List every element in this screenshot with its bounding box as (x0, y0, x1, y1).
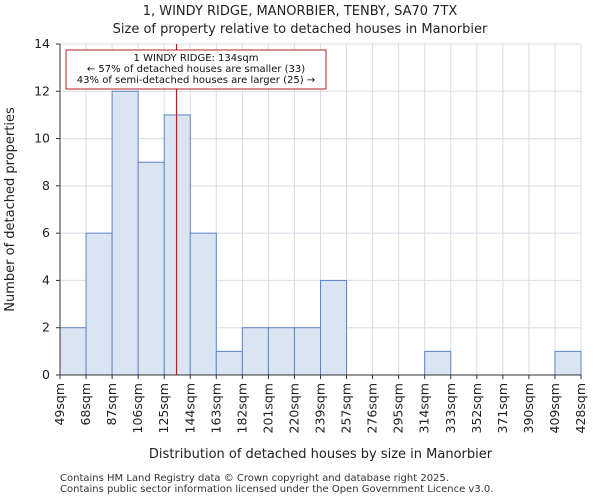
footer-copyright: Contains HM Land Registry data © Crown c… (60, 473, 449, 484)
x-tick-label: 220sqm (286, 383, 301, 433)
x-tick-label: 182sqm (234, 383, 249, 433)
y-tick-label: 2 (42, 320, 50, 335)
x-tick-label: 409sqm (547, 383, 562, 433)
x-tick-label: 106sqm (130, 383, 145, 433)
x-tick-label: 49sqm (52, 383, 67, 426)
histogram-bar (59, 327, 87, 376)
annotation-line1: 1 WINDY RIDGE: 134sqm (134, 53, 259, 64)
x-tick-label: 163sqm (208, 383, 223, 433)
chart-title-line1: 1, WINDY RIDGE, MANORBIER, TENBY, SA70 7… (142, 4, 458, 19)
annotation-box (65, 49, 327, 90)
y-tick-label: 4 (42, 272, 50, 287)
x-tick-label: 144sqm (182, 383, 197, 433)
histogram-bar (137, 161, 165, 376)
x-tick-label: 239sqm (313, 383, 328, 433)
histogram-bar (293, 327, 322, 376)
x-tick-label: 125sqm (156, 383, 171, 433)
x-tick-label: 352sqm (469, 383, 484, 433)
x-tick-label: 314sqm (417, 383, 432, 433)
footer-licence: Contains public sector information licen… (60, 484, 494, 495)
histogram-bar (85, 232, 113, 376)
x-tick-label: 257sqm (339, 383, 354, 433)
annotation-line2: ← 57% of detached houses are smaller (33… (87, 64, 305, 75)
histogram-bar (163, 114, 191, 376)
x-tick-label: 428sqm (573, 383, 588, 433)
x-tick-label: 371sqm (495, 383, 510, 433)
x-tick-label: 333sqm (443, 383, 458, 433)
x-axis-label: Distribution of detached houses by size … (149, 447, 493, 462)
histogram-bar (424, 350, 452, 376)
y-tick-label: 12 (34, 83, 50, 98)
histogram-bar (554, 350, 582, 376)
x-tick-label: 276sqm (365, 383, 380, 433)
histogram-bar (267, 327, 295, 376)
histogram-bar (215, 350, 243, 376)
y-tick-label: 6 (42, 225, 50, 240)
chart-title-line2: Size of property relative to detached ho… (112, 22, 488, 37)
x-tick-label: 390sqm (521, 383, 536, 433)
annotation-line3: 43% of semi-detached houses are larger (… (77, 75, 315, 86)
y-tick-label: 14 (34, 36, 50, 51)
x-tick-label: 68sqm (78, 383, 93, 426)
x-tick-label: 201sqm (260, 383, 275, 433)
histogram-bar (111, 90, 139, 376)
y-tick-label: 0 (42, 367, 50, 382)
y-tick-label: 8 (42, 178, 50, 193)
histogram-bar (320, 279, 348, 376)
histogram-chart: 0 2 4 6 8 10 12 14 49sqm 68sqm 87sqm 106sqm 125sqm 14… (3, 36, 588, 462)
y-tick-label: 10 (34, 131, 50, 146)
histogram-bar (241, 327, 269, 376)
y-axis-label: Number of detached properties (3, 107, 18, 312)
x-tick-label: 295sqm (391, 383, 406, 433)
histogram-bar (189, 232, 217, 376)
x-tick-label: 87sqm (104, 383, 119, 426)
